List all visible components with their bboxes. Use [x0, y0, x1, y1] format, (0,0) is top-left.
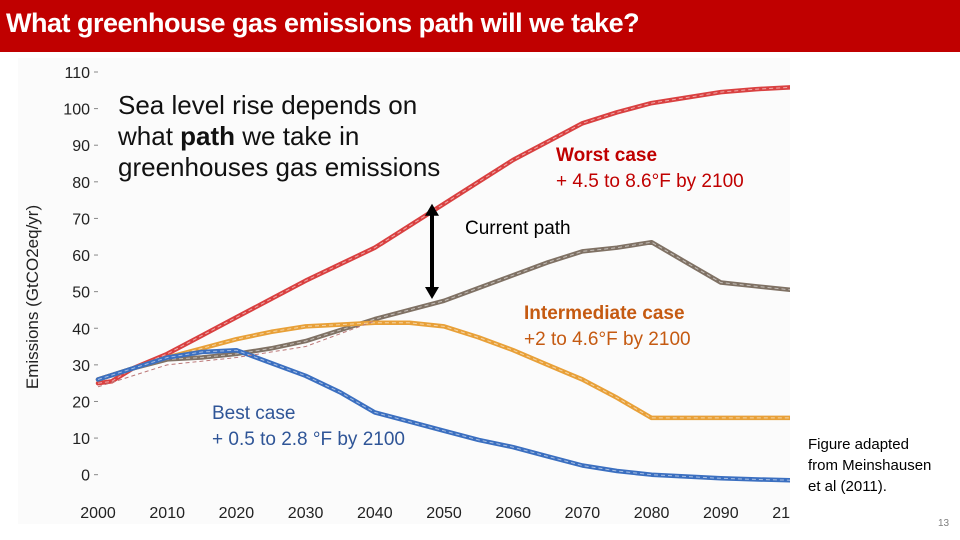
y-tick-label: 90 [72, 138, 90, 155]
sea-level-line-2: what path we take in [118, 121, 440, 152]
x-tick-label: 2060 [495, 505, 531, 522]
x-tick-label: 2000 [80, 505, 116, 522]
series-dash-3 [97, 349, 790, 481]
y-tick-label: 50 [72, 285, 90, 302]
best-case-range: + 0.5 to 2.8 °F by 2100 [212, 429, 405, 450]
x-tick-label: 2030 [288, 505, 324, 522]
x-tick-label: 2070 [565, 505, 601, 522]
sea-level-annotation: Sea level rise depends on what path we t… [118, 90, 440, 183]
series-dash-0 [97, 86, 790, 384]
sea-level-line-1: Sea level rise depends on [118, 90, 418, 120]
x-tick-label: 2100 [772, 505, 790, 522]
y-tick-label: 30 [72, 358, 90, 375]
x-tick-label: 2040 [357, 505, 393, 522]
y-tick-label: 110 [64, 65, 90, 82]
current-path-label: Current path [465, 218, 571, 239]
envelope-dash [97, 320, 375, 388]
title-bar: What greenhouse gas emissions path will … [0, 0, 960, 52]
worst-case-label: Worst case [556, 145, 658, 166]
y-tick-label: 70 [72, 211, 90, 228]
y-tick-label: 80 [72, 175, 90, 192]
y-axis-label: Emissions (GtCO2eq/yr) [23, 205, 42, 389]
figure-credit: Figure adapted from Meinshausen et al (2… [808, 436, 932, 495]
intermediate-case-range: +2 to 4.6°F by 2100 [524, 329, 691, 350]
y-tick-label: 10 [72, 431, 90, 448]
worst-case-range: + 4.5 to 8.6°F by 2100 [556, 171, 744, 192]
x-tick-label: 2080 [634, 505, 670, 522]
current-path-arrow-head-top [425, 203, 439, 216]
slide-number: 13 [938, 518, 950, 529]
y-tick-label: 20 [72, 394, 90, 411]
slide-title: What greenhouse gas emissions path will … [6, 8, 640, 38]
series-line-1 [95, 239, 790, 382]
chart-background [18, 58, 790, 524]
y-tick-label: 40 [72, 321, 90, 338]
best-case-label: Best case [212, 403, 296, 424]
best-case-annotation: Best case + 0.5 to 2.8 °F by 2100 [212, 401, 405, 453]
series-dash-2 [97, 322, 790, 419]
sea-level-line-3: greenhouses gas emissions [118, 152, 441, 182]
y-tick-label: 0 [81, 468, 90, 485]
sea-level-line-2-post: we take in [235, 121, 360, 151]
intermediate-case-annotation: Intermediate case +2 to 4.6°F by 2100 [524, 301, 691, 353]
y-tick-label: 60 [72, 248, 90, 265]
x-tick-label: 2090 [703, 505, 739, 522]
worst-case-annotation: Worst case + 4.5 to 8.6°F by 2100 [556, 143, 744, 195]
sea-level-line-2-pre: what [118, 121, 181, 151]
y-tick-label: 100 [63, 102, 90, 119]
intermediate-case-label: Intermediate case [524, 303, 685, 324]
x-tick-label: 2010 [149, 505, 185, 522]
x-tick-label: 2020 [219, 505, 255, 522]
current-path-arrow-head-bottom [425, 286, 439, 299]
emissions-chart: 0 10 20 30 40 50 60 70 80 90 100 110 2000 2010 2020 203… [18, 58, 790, 524]
x-tick-label: 2050 [426, 505, 462, 522]
sea-level-path-word: path [180, 121, 236, 151]
